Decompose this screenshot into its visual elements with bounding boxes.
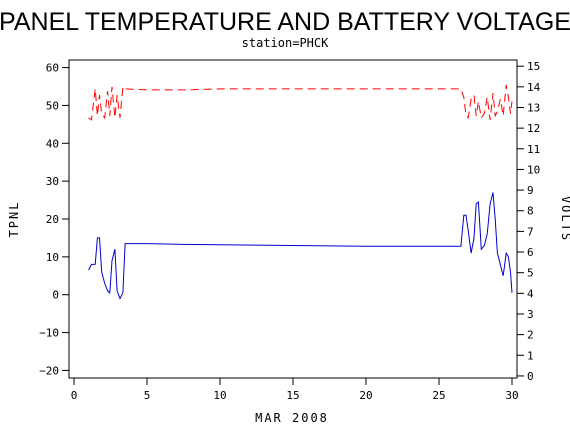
chart-title: PANEL TEMPERATURE AND BATTERY VOLTAGE bbox=[0, 8, 570, 36]
right-tick-label: 13 bbox=[527, 101, 540, 114]
x-tick-label: 30 bbox=[505, 389, 518, 402]
left-tick-label: −20 bbox=[39, 364, 59, 377]
right-tick-label: 6 bbox=[527, 246, 534, 259]
right-tick-label: 7 bbox=[527, 225, 534, 238]
x-tick-label: 5 bbox=[144, 389, 151, 402]
right-tick-label: 11 bbox=[527, 143, 540, 156]
x-tick-label: 10 bbox=[213, 389, 226, 402]
x-tick-label: 25 bbox=[432, 389, 445, 402]
right-tick-label: 10 bbox=[527, 163, 540, 176]
left-tick-label: 0 bbox=[52, 289, 59, 302]
series-line-tpnl bbox=[88, 192, 513, 300]
right-tick-label: 5 bbox=[527, 267, 534, 280]
plot-frame bbox=[68, 59, 518, 379]
chart-subtitle: station=PHCK bbox=[242, 36, 329, 50]
x-tick-label: 15 bbox=[286, 389, 299, 402]
series-layer bbox=[88, 84, 513, 300]
left-tick-label: 20 bbox=[46, 213, 59, 226]
x-tick-label: 0 bbox=[71, 389, 78, 402]
left-axis-ticks: −20 −10 0 10 20 30 40 50 60 bbox=[39, 62, 69, 377]
right-tick-label: 12 bbox=[527, 122, 540, 135]
left-tick-label: 30 bbox=[46, 175, 59, 188]
left-tick-label: −10 bbox=[39, 327, 59, 340]
x-tick-label: 20 bbox=[359, 389, 372, 402]
right-axis-label: VOLTS bbox=[559, 196, 570, 242]
right-tick-label: 9 bbox=[527, 184, 534, 197]
right-tick-label: 3 bbox=[527, 308, 534, 321]
series-line-volts bbox=[88, 84, 513, 121]
x-axis-label: MAR 2008 bbox=[255, 411, 329, 425]
right-tick-label: 1 bbox=[527, 349, 534, 362]
x-axis-ticks: 0 5 10 15 20 25 30 bbox=[71, 378, 519, 402]
right-tick-label: 2 bbox=[527, 329, 534, 342]
left-tick-label: 60 bbox=[46, 62, 59, 75]
right-tick-label: 8 bbox=[527, 205, 534, 218]
right-tick-label: 4 bbox=[527, 287, 534, 300]
left-tick-label: 10 bbox=[46, 251, 59, 264]
right-tick-label: 14 bbox=[527, 81, 541, 94]
left-tick-label: 50 bbox=[46, 99, 59, 112]
left-axis-label: TPNL bbox=[7, 201, 21, 238]
right-tick-label: 0 bbox=[527, 370, 534, 383]
left-tick-label: 40 bbox=[46, 137, 59, 150]
right-tick-label: 15 bbox=[527, 60, 540, 73]
